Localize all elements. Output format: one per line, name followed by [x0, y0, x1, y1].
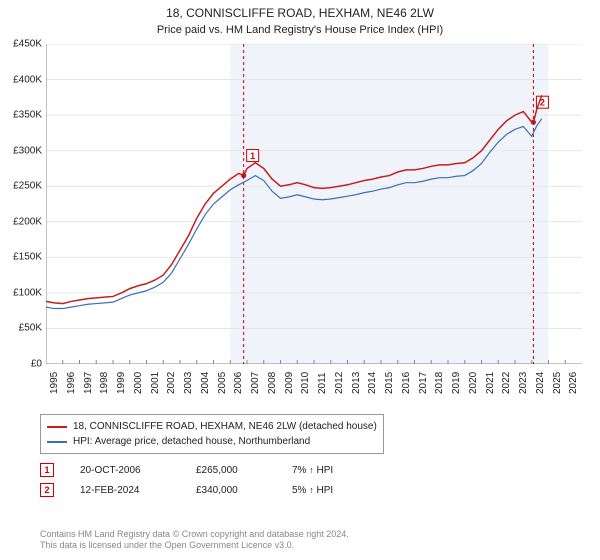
sale-price: £265,000 — [196, 465, 266, 476]
svg-text:1: 1 — [250, 151, 255, 161]
x-tick-label: 2024 — [535, 372, 546, 394]
copyright-footnote: Contains HM Land Registry data © Crown c… — [40, 529, 349, 552]
x-tick-label: 2005 — [217, 372, 228, 394]
x-tick-label: 2019 — [451, 372, 462, 394]
legend-row: HPI: Average price, detached house, Nort… — [47, 434, 377, 449]
sale-event-row: 1 20-OCT-2006 £265,000 7% ↑ HPI — [40, 460, 333, 480]
y-axis-labels: £0£50K£100K£150K£200K£250K£300K£350K£400… — [0, 44, 44, 364]
x-tick-label: 2011 — [317, 372, 328, 394]
x-tick-label: 2018 — [434, 372, 445, 394]
x-tick-label: 2025 — [552, 372, 563, 394]
x-tick-label: 2014 — [367, 372, 378, 394]
sale-badge: 2 — [40, 483, 54, 497]
x-tick-label: 1996 — [66, 372, 77, 394]
y-tick-label: £100K — [13, 287, 42, 298]
y-tick-label: £150K — [13, 252, 42, 263]
sale-event-row: 2 12-FEB-2024 £340,000 5% ↑ HPI — [40, 480, 333, 500]
x-tick-label: 1995 — [49, 372, 60, 394]
y-tick-label: £350K — [13, 110, 42, 121]
sale-vs-hpi: 7% ↑ HPI — [292, 465, 333, 476]
x-tick-label: 2004 — [200, 372, 211, 394]
footnote-line: Contains HM Land Registry data © Crown c… — [40, 529, 349, 541]
x-tick-label: 2020 — [468, 372, 479, 394]
x-tick-label: 2013 — [351, 372, 362, 394]
x-tick-label: 2016 — [401, 372, 412, 394]
legend-row: 18, CONNISCLIFFE ROAD, HEXHAM, NE46 2LW … — [47, 419, 377, 434]
x-tick-label: 2007 — [250, 372, 261, 394]
y-tick-label: £300K — [13, 145, 42, 156]
y-tick-label: £450K — [13, 39, 42, 50]
x-tick-label: 2022 — [501, 372, 512, 394]
y-tick-label: £400K — [13, 74, 42, 85]
x-tick-label: 1999 — [116, 372, 127, 394]
sale-date: 20-OCT-2006 — [80, 465, 170, 476]
y-tick-label: £0 — [31, 359, 42, 370]
x-tick-label: 2006 — [233, 372, 244, 394]
sale-events-list: 1 20-OCT-2006 £265,000 7% ↑ HPI 2 12-FEB-2024… — [40, 460, 333, 500]
x-tick-label: 1998 — [99, 372, 110, 394]
y-tick-label: £200K — [13, 216, 42, 227]
x-tick-label: 2026 — [568, 372, 579, 394]
x-tick-label: 2015 — [384, 372, 395, 394]
sale-badge: 1 — [40, 463, 54, 477]
chart-legend: 18, CONNISCLIFFE ROAD, HEXHAM, NE46 2LW … — [40, 414, 384, 454]
chart-title: 18, CONNISCLIFFE ROAD, HEXHAM, NE46 2LW — [0, 0, 600, 22]
legend-swatch — [47, 441, 67, 443]
x-tick-label: 2003 — [183, 372, 194, 394]
y-tick-label: £250K — [13, 181, 42, 192]
sale-date: 12-FEB-2024 — [80, 485, 170, 496]
x-tick-label: 2021 — [485, 372, 496, 394]
x-axis-labels: 1995 1996 1997 1998 1999 2000 2001 2002 2003 2004… — [46, 366, 582, 406]
x-tick-label: 2023 — [518, 372, 529, 394]
y-tick-label: £50K — [19, 323, 42, 334]
legend-label: HPI: Average price, detached house, Nort… — [73, 434, 310, 449]
x-tick-label: 2012 — [334, 372, 345, 394]
footnote-line: This data is licensed under the Open Gov… — [40, 540, 349, 552]
x-tick-label: 2001 — [150, 372, 161, 394]
sale-price: £340,000 — [196, 485, 266, 496]
x-tick-label: 2008 — [267, 372, 278, 394]
x-tick-label: 2017 — [418, 372, 429, 394]
chart-plot-area: 12 — [46, 44, 582, 364]
x-tick-label: 2009 — [284, 372, 295, 394]
legend-swatch — [47, 426, 67, 428]
x-tick-label: 2010 — [300, 372, 311, 394]
x-tick-label: 2002 — [166, 372, 177, 394]
legend-label: 18, CONNISCLIFFE ROAD, HEXHAM, NE46 2LW … — [73, 419, 377, 434]
x-tick-label: 1997 — [83, 372, 94, 394]
x-tick-label: 2000 — [133, 372, 144, 394]
sale-vs-hpi: 5% ↑ HPI — [292, 485, 333, 496]
chart-subtitle: Price paid vs. HM Land Registry's House … — [0, 22, 600, 40]
